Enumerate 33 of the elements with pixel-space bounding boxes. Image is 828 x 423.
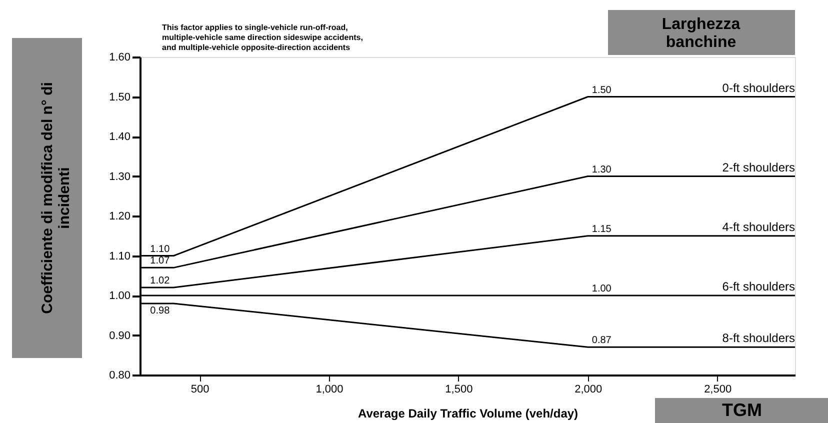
- y-tick-label: 0.80: [109, 370, 130, 382]
- text: TGM: [722, 400, 762, 420]
- y-tick-label: 1.30: [109, 170, 130, 183]
- y-axis-title: Coefficiente di modifica del n° di incidenti: [39, 82, 73, 314]
- data-label: 1.07: [150, 256, 170, 267]
- y-tick-label: 1.20: [109, 210, 130, 222]
- data-label: 1.15: [592, 224, 612, 235]
- series-label: 8-ft shoulders: [722, 331, 795, 346]
- series-label: 4-ft shoulders: [722, 220, 795, 234]
- y-tick-label: 1.40: [109, 131, 130, 143]
- legend-title: Larghezza banchine: [662, 16, 740, 51]
- x-tick-label: 500: [190, 384, 210, 396]
- y-tick-label: 1.00: [109, 290, 130, 302]
- x-tick-label: 1,500: [445, 384, 473, 396]
- y-tick-label: 0.90: [109, 330, 130, 342]
- series-label: 6-ft shoulders: [722, 280, 795, 294]
- data-label: 1.02: [150, 276, 170, 287]
- text: This factor applies to single-vehicle run-off-road, multiple-vehicle same direction sideswipe accidents, and multiple-vehicle opposite-direction accidents: [162, 23, 363, 52]
- data-label: 1.50: [592, 84, 612, 96]
- series-label: 0-ft shoulders: [722, 80, 795, 95]
- y-tick-label: 1.10: [109, 250, 130, 262]
- x-tick-label: 2,500: [704, 384, 732, 396]
- x-tick-label: 1,000: [316, 384, 344, 396]
- data-label: 1.10: [150, 244, 170, 255]
- data-label: 1.30: [592, 164, 612, 176]
- y-tick-label: 1.50: [109, 91, 130, 104]
- x-axis-title: Average Daily Traffic Volume (veh/day): [358, 406, 578, 420]
- data-label: 1.00: [592, 284, 612, 294]
- data-label: 0.98: [150, 305, 170, 316]
- x-tick-label: 2,000: [574, 384, 602, 396]
- data-label: 0.87: [592, 335, 612, 346]
- y-tick-label: 1.60: [109, 52, 130, 64]
- series-label: 2-ft shoulders: [722, 160, 795, 174]
